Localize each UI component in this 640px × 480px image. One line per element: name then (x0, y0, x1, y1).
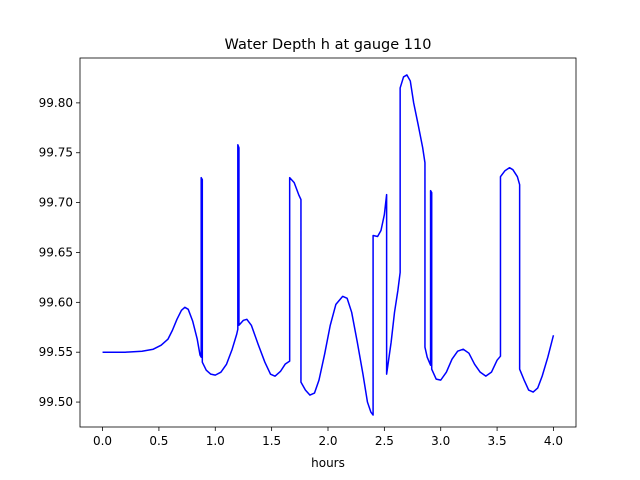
y-tick-label: 99.55 (39, 345, 73, 359)
y-tick-label: 99.65 (39, 245, 73, 259)
y-tick-label: 99.80 (39, 96, 73, 110)
x-tick-label: 0.5 (149, 434, 168, 448)
y-tick-label: 99.70 (39, 196, 73, 210)
y-tick-label: 99.60 (39, 295, 73, 309)
y-axis: 99.50 99.55 99.60 99.65 99.70 99.75 99.80 (39, 96, 80, 409)
y-tick-label: 99.50 (39, 395, 73, 409)
x-tick-label: 3.0 (431, 434, 450, 448)
chart-title: Water Depth h at gauge 110 (225, 37, 432, 53)
x-tick-label: 1.5 (262, 434, 281, 448)
y-tick-label: 99.75 (39, 146, 73, 160)
x-tick-label: 0.0 (93, 434, 112, 448)
x-tick-label: 2.0 (318, 434, 337, 448)
plot-area-frame (79, 57, 577, 428)
x-axis-label: hours (311, 456, 345, 470)
x-tick-label: 4.0 (544, 434, 563, 448)
x-axis: 0.0 0.5 1.0 1.5 2.0 2.5 3.0 3.5 4.0 (93, 427, 563, 448)
x-tick-label: 2.5 (375, 434, 394, 448)
series-line-water-depth (102, 74, 555, 416)
x-tick-label: 3.5 (488, 434, 507, 448)
x-tick-label: 1.0 (206, 434, 225, 448)
